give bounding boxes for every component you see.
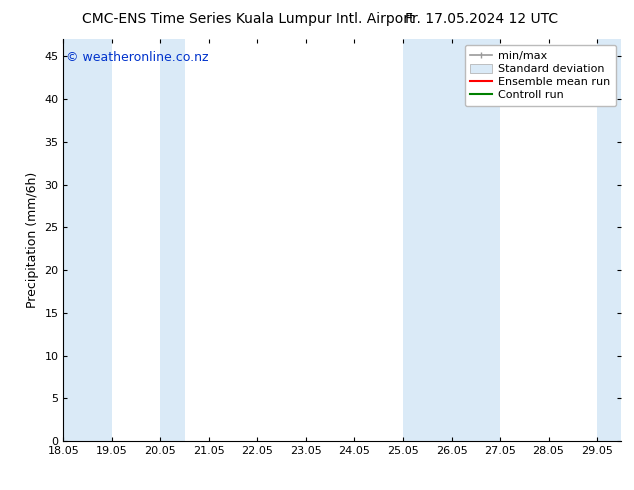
- Text: Fr. 17.05.2024 12 UTC: Fr. 17.05.2024 12 UTC: [404, 12, 558, 26]
- Bar: [597, 39, 621, 441]
- Bar: [63, 39, 112, 441]
- Bar: [403, 39, 500, 441]
- Text: © weatheronline.co.nz: © weatheronline.co.nz: [66, 51, 209, 64]
- Text: CMC-ENS Time Series Kuala Lumpur Intl. Airport: CMC-ENS Time Series Kuala Lumpur Intl. A…: [82, 12, 415, 26]
- Bar: [160, 39, 184, 441]
- Legend: min/max, Standard deviation, Ensemble mean run, Controll run: min/max, Standard deviation, Ensemble me…: [465, 45, 616, 106]
- Y-axis label: Precipitation (mm/6h): Precipitation (mm/6h): [26, 172, 39, 308]
